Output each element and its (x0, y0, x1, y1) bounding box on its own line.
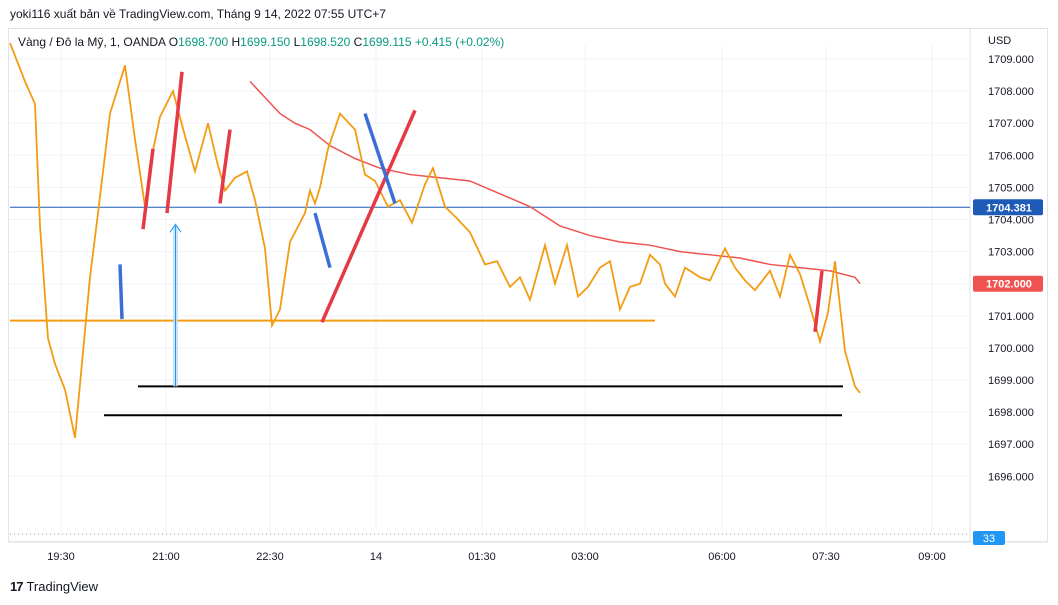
y-tick-label: 1709.000 (988, 54, 1034, 66)
legend-high: 1699.150 (240, 35, 291, 49)
trend-marker-blue (363, 113, 397, 205)
legend-close-label: C (353, 35, 363, 49)
currency-label: USD (988, 35, 1012, 47)
price-badge (973, 199, 1043, 216)
legend-open-label: O (168, 35, 179, 49)
trend-marker-red (141, 148, 155, 230)
price-line (9, 42, 861, 438)
arrow-head-icon (169, 223, 182, 233)
x-tick-label: 19:30 (47, 551, 75, 563)
y-tick-label: 1704.000 (988, 215, 1034, 227)
y-tick-label: 1697.000 (988, 439, 1034, 451)
price-badge-label: 1704.381 (986, 202, 1032, 214)
x-tick-label: 09:00 (918, 551, 946, 563)
trend-marker-blue (313, 212, 332, 269)
price-badge (973, 275, 1043, 292)
y-tick-label: 1705.000 (988, 182, 1034, 194)
footer-brand: 17 TradingView (10, 579, 98, 594)
y-tick-label: 1707.000 (988, 118, 1034, 130)
legend-open: 1698.700 (178, 35, 229, 49)
x-tick-label: 21:00 (152, 551, 180, 563)
legend-low-label: L (293, 35, 301, 49)
volume-badge (973, 531, 1005, 545)
y-tick-label: 1706.000 (988, 150, 1034, 162)
legend-symbol: Vàng / Đô la Mỹ, 1, OANDA (18, 35, 166, 49)
price-badge-label: 1702.000 (986, 279, 1032, 291)
x-tick-label: 22:30 (256, 551, 284, 563)
trend-marker-red (320, 109, 417, 323)
trend-marker-red (813, 270, 824, 333)
x-tick-label: 03:00 (571, 551, 599, 563)
trend-marker-blue (118, 264, 124, 320)
x-tick-label: 14 (370, 551, 382, 563)
footer-brand-label: TradingView (26, 579, 99, 594)
y-tick-label: 1701.000 (988, 311, 1034, 323)
legend-close: 1699.115 (362, 35, 412, 49)
legend-low: 1698.520 (300, 35, 351, 49)
y-tick-label: 1699.000 (988, 375, 1034, 387)
volume-badge-label: 33 (983, 533, 995, 545)
y-tick-label: 1696.000 (988, 471, 1034, 483)
y-tick-label: 1703.000 (988, 247, 1034, 259)
x-tick-label: 06:00 (708, 551, 736, 563)
y-tick-label: 1700.000 (988, 343, 1034, 355)
y-tick-label: 1708.000 (988, 86, 1034, 98)
x-tick-label: 01:30 (468, 551, 496, 563)
y-tick-label: 1698.000 (988, 407, 1034, 419)
trend-marker-red (218, 129, 232, 204)
legend-high-label: H (231, 35, 241, 49)
x-tick-label: 07:30 (812, 551, 840, 563)
moving-average-line (249, 80, 861, 285)
trend-marker-red (165, 71, 184, 214)
chart-legend: Vàng / Đô la Mỹ, 1, OANDA O1698.700 H169… (18, 35, 504, 49)
publish-caption: yoki116 xuất bản về TradingView.com, Thá… (10, 7, 386, 21)
tradingview-logo-icon: 17 (10, 579, 24, 594)
